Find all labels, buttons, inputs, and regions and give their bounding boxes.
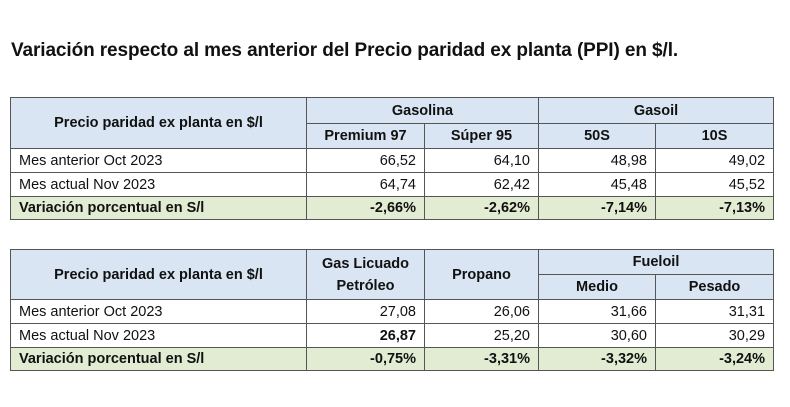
cell-value: -2,62% — [424, 196, 539, 220]
row-label: Variación porcentual en S/l — [10, 196, 307, 220]
row-label: Variación porcentual en S/l — [10, 347, 307, 371]
cell-value: -3,31% — [424, 347, 539, 371]
table-header-row: Precio paridad ex planta en $/l Gasolina… — [10, 97, 775, 149]
cell-value: 26,06 — [424, 299, 539, 324]
column-header-10s: 10S — [654, 123, 775, 149]
table-row: Mes anterior Oct 2023 27,08 26,06 31,66 … — [10, 299, 775, 324]
cell-value: 64,10 — [424, 148, 539, 173]
column-header-glp: Gas Licuado Petróleo — [306, 249, 425, 300]
column-header-glp-line1: Gas Licuado — [321, 255, 410, 272]
row-label: Mes actual Nov 2023 — [10, 172, 307, 197]
row-label: Mes anterior Oct 2023 — [10, 148, 307, 173]
cell-value: -3,32% — [538, 347, 656, 371]
cell-value: 31,66 — [538, 299, 656, 324]
variation-row: Variación porcentual en S/l -2,66% -2,62… — [10, 196, 775, 220]
column-header-pesado: Pesado — [654, 274, 775, 300]
header-label: Precio paridad ex planta en $/l — [10, 97, 307, 149]
column-header-propano: Propano — [424, 249, 539, 300]
cell-value: 26,87 — [306, 323, 425, 348]
ppi-table-glp-propano-fueloil: Precio paridad ex planta en $/l Gas Licu… — [10, 249, 775, 371]
cell-value: 62,42 — [424, 172, 539, 197]
table-row: Mes anterior Oct 2023 66,52 64,10 48,98 … — [10, 148, 775, 173]
cell-value: 64,74 — [306, 172, 425, 197]
table-row: Mes actual Nov 2023 26,87 25,20 30,60 30… — [10, 323, 775, 348]
header-label: Precio paridad ex planta en $/l — [10, 249, 307, 300]
column-header-premium-97: Premium 97 — [306, 123, 425, 149]
cell-value: -0,75% — [306, 347, 425, 371]
cell-value: 31,31 — [654, 299, 775, 324]
cell-value: 25,20 — [424, 323, 539, 348]
table-row: Mes actual Nov 2023 64,74 62,42 45,48 45… — [10, 172, 775, 197]
column-header-50s: 50S — [538, 123, 656, 149]
column-header-medio: Medio — [538, 274, 656, 300]
table-subheader-row: Medio Pesado — [11, 274, 775, 300]
row-label: Mes anterior Oct 2023 — [10, 299, 307, 324]
cell-value: 30,29 — [654, 323, 775, 348]
cell-value: -3,24% — [654, 347, 775, 371]
cell-value: -2,66% — [306, 196, 425, 220]
group-header-gasoil: Gasoil — [537, 97, 775, 124]
row-label: Mes actual Nov 2023 — [10, 323, 307, 348]
table-subheader-row: Premium 97 Súper 95 50S 10S — [11, 123, 775, 149]
cell-value: 45,52 — [654, 172, 775, 197]
cell-value: -7,14% — [538, 196, 656, 220]
cell-value: 49,02 — [654, 148, 775, 173]
group-header-fueloil: Fueloil — [537, 249, 775, 275]
cell-value: -7,13% — [654, 196, 775, 220]
table-header-row: Precio paridad ex planta en $/l Gas Licu… — [10, 249, 775, 300]
cell-value: 45,48 — [538, 172, 656, 197]
group-header-gasolina: Gasolina — [306, 97, 539, 124]
column-header-super-95: Súper 95 — [424, 123, 539, 149]
cell-value: 27,08 — [306, 299, 425, 324]
cell-value: 30,60 — [538, 323, 656, 348]
page-title: Variación respecto al mes anterior del P… — [11, 40, 679, 61]
ppi-table-gasolina-gasoil: Precio paridad ex planta en $/l Gasolina… — [10, 97, 775, 220]
column-header-glp-line2: Petróleo — [336, 277, 395, 294]
cell-value: 48,98 — [538, 148, 656, 173]
cell-value: 66,52 — [306, 148, 425, 173]
variation-row: Variación porcentual en S/l -0,75% -3,31… — [10, 347, 775, 371]
